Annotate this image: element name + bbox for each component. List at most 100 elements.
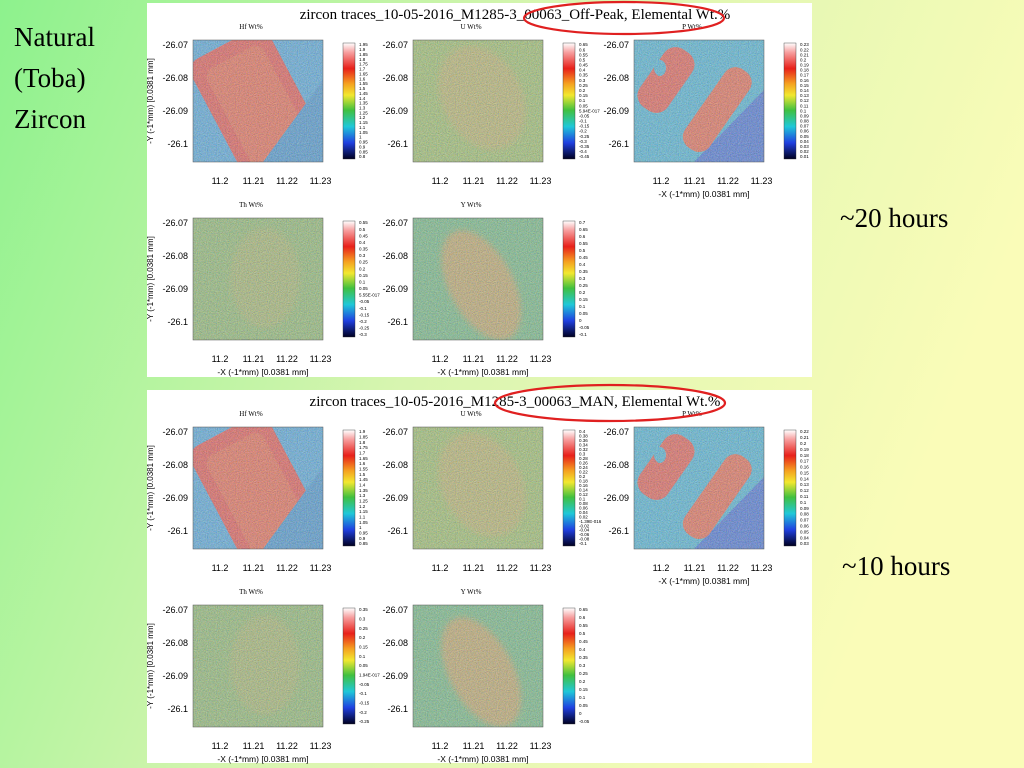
x-axis-label: -X (-1*mm) [0.0381 mm] (658, 189, 749, 199)
colorbar (783, 42, 797, 160)
colorbar-label: 0.03 (800, 144, 809, 149)
map-panel: zircon traces_10-05-2016_M1285-3_00063_M… (146, 390, 812, 764)
colorbar-label: 0.15 (800, 83, 809, 88)
colorbar-label: 0.3 (579, 78, 586, 83)
element-map: Th Wt% -26.07 -26.08 -26.09 -26.1 11.2 11.21 11… (146, 201, 380, 377)
map-frame (192, 426, 324, 550)
colorbar-label: 1.8 (359, 440, 366, 445)
colorbar-label: 0.1 (359, 654, 366, 659)
colorbar-label: -1.39E-016 (579, 519, 602, 524)
map-noise (413, 427, 543, 549)
y-tick-label: -26.09 (382, 493, 408, 503)
colorbar-label: 0.21 (800, 52, 809, 57)
colorbar-label: -0.35 (579, 144, 590, 149)
map-frame (633, 426, 765, 550)
side-labels: Natural (Toba) Zircon ~20 hours ~10 hour… (14, 22, 950, 581)
duration: ~20 hours (840, 203, 948, 233)
colorbar (783, 429, 797, 547)
x-tick-label: 11.23 (530, 354, 552, 364)
element-map: Th Wt% -26.07 -26.08 -26.09 -26.1 11.2 11.21 11… (146, 588, 380, 764)
y-tick-label: -26.08 (382, 638, 408, 648)
colorbar-label: 0.35 (579, 269, 588, 274)
colorbar-label: -0.05 (579, 113, 590, 118)
colorbar-label: 0.2 (579, 88, 586, 93)
x-tick-label: 11.2 (432, 563, 449, 573)
sample-line: Zircon (14, 104, 86, 134)
colorbar-label: 1.65 (359, 71, 368, 76)
colorbar-label: 0.04 (800, 535, 809, 540)
y-tick-label: -26.08 (162, 73, 188, 83)
y-tick-label: -26.1 (608, 139, 629, 149)
colorbar-label: 0.05 (579, 103, 588, 108)
colorbar-label: 0.4 (579, 429, 586, 434)
colorbar-label: 0.26 (579, 461, 588, 466)
map-image (413, 605, 543, 727)
colorbar-label: -0.25 (359, 326, 370, 331)
colorbar-label: -0.1 (579, 119, 587, 124)
colorbar-label: 0.01 (800, 154, 809, 159)
x-tick-label: 11.2 (212, 354, 229, 364)
colorbar-label: -0.02 (579, 523, 590, 528)
colorbar-label: 0.3 (359, 253, 366, 258)
colorbar-label: 5.94E-017 (579, 108, 600, 113)
colorbar-label: 5.55E-017 (359, 293, 380, 298)
x-tick-label: 11.21 (684, 176, 706, 186)
x-tick-label: 11.23 (310, 741, 332, 751)
colorbar-label: 1.6 (359, 76, 366, 81)
map-title: Th Wt% (239, 201, 263, 209)
y-tick-label: -26.1 (387, 139, 408, 149)
colorbar-label: 0.23 (800, 42, 809, 47)
colorbar-label: 0.25 (359, 260, 368, 265)
colorbar-label: 1.1 (359, 515, 366, 520)
y-tick-label: -26.1 (167, 704, 188, 714)
colorbar-label: 0.65 (579, 227, 588, 232)
colorbar-label: 0.5 (359, 227, 366, 232)
y-tick-label: -26.1 (387, 526, 408, 536)
colorbar-label: 0.15 (579, 93, 588, 98)
map-noise (193, 40, 323, 162)
y-axis-label: -Y (-1*mm) [0.0381 mm] (146, 445, 155, 531)
y-tick-label: -26.07 (603, 427, 629, 437)
colorbar-label: 0.15 (359, 645, 368, 650)
colorbar-label: 1.05 (359, 520, 368, 525)
colorbar-label: 1.65 (359, 456, 368, 461)
colorbar-label: 0.2 (359, 266, 366, 271)
x-tick-label: 11.21 (243, 176, 265, 186)
colorbar-label: 0.3 (579, 663, 586, 668)
colorbar-label: 0.16 (800, 78, 809, 83)
colorbar-label: 1.45 (359, 91, 368, 96)
map-title: U Wt% (460, 23, 481, 31)
colorbar-label: 1.4 (359, 96, 366, 101)
colorbar-label: 1.55 (359, 467, 368, 472)
colorbar-label: 0.05 (579, 703, 588, 708)
colorbar-label: 0.08 (800, 119, 809, 124)
colorbar-label: 0.85 (359, 149, 368, 154)
colorbar-label: 0.85 (359, 541, 368, 546)
colorbar-label: 0.95 (359, 531, 368, 536)
colorbar-label: 0.6 (579, 234, 586, 239)
x-tick-label: 11.22 (276, 176, 298, 186)
colorbar-label: -0.15 (579, 124, 590, 129)
colorbar-label: 0.05 (800, 529, 809, 534)
y-axis-label: -Y (-1*mm) [0.0381 mm] (146, 236, 155, 322)
colorbar-label: 0.25 (359, 626, 368, 631)
y-tick-label: -26.09 (162, 671, 188, 681)
colorbar-label: 0.55 (579, 241, 588, 246)
colorbar-label: 0.19 (800, 447, 809, 452)
colorbar-label: 0.55 (359, 220, 368, 225)
colorbar-label: 0.3 (579, 452, 586, 457)
colorbar-label: -0.25 (359, 719, 370, 724)
y-tick-label: -26.1 (167, 139, 188, 149)
colorbar-label: 0.8 (359, 154, 366, 159)
colorbar-label: -0.15 (359, 701, 370, 706)
map-frame (192, 217, 324, 341)
colorbar-label: 1 (359, 135, 362, 140)
map-noise (634, 427, 764, 549)
colorbar-label: -0.15 (359, 312, 370, 317)
colorbar-label: 0.05 (579, 311, 588, 316)
colorbar-label: 0.45 (579, 255, 588, 260)
colorbar-label: 1.75 (359, 62, 368, 67)
colorbar-label: 0.9 (359, 144, 366, 149)
x-tick-label: 11.2 (212, 741, 229, 751)
colorbar (562, 607, 576, 725)
